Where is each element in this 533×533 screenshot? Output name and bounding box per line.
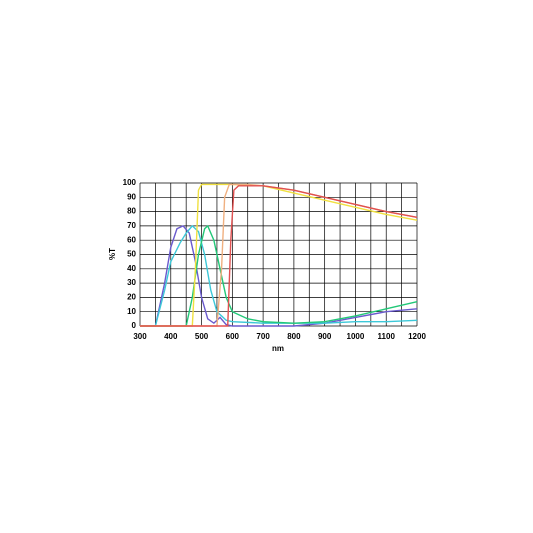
x-tick-label: 1200: [408, 332, 426, 341]
y-tick-label: 10: [127, 307, 136, 316]
x-tick-label: 1100: [378, 332, 396, 341]
x-tick-label: 500: [195, 332, 209, 341]
y-axis-label: %T: [108, 248, 117, 260]
x-tick-label: 700: [256, 332, 270, 341]
x-tick-label: 900: [318, 332, 332, 341]
y-tick-label: 90: [127, 192, 136, 201]
y-tick-label: 60: [127, 235, 136, 244]
series-line: [140, 185, 418, 327]
series-line: [140, 224, 418, 327]
x-axis-label: nm: [272, 344, 284, 353]
x-tick-label: 600: [226, 332, 240, 341]
series-line: [140, 183, 418, 327]
y-tick-label: 70: [127, 221, 136, 230]
x-tick-label: 400: [164, 332, 178, 341]
x-tick-label: 300: [133, 332, 147, 341]
y-tick-label: 80: [127, 207, 136, 216]
x-tick-label: 1000: [347, 332, 365, 341]
y-tick-label: 0: [132, 321, 137, 330]
x-tick-label: 800: [287, 332, 301, 341]
y-tick-label: 50: [127, 250, 136, 259]
y-tick-label: 20: [127, 293, 136, 302]
y-tick-label: 40: [127, 264, 136, 273]
series-line: [140, 224, 418, 327]
y-tick-label: 30: [127, 278, 136, 287]
y-tick-label: 100: [123, 178, 137, 187]
